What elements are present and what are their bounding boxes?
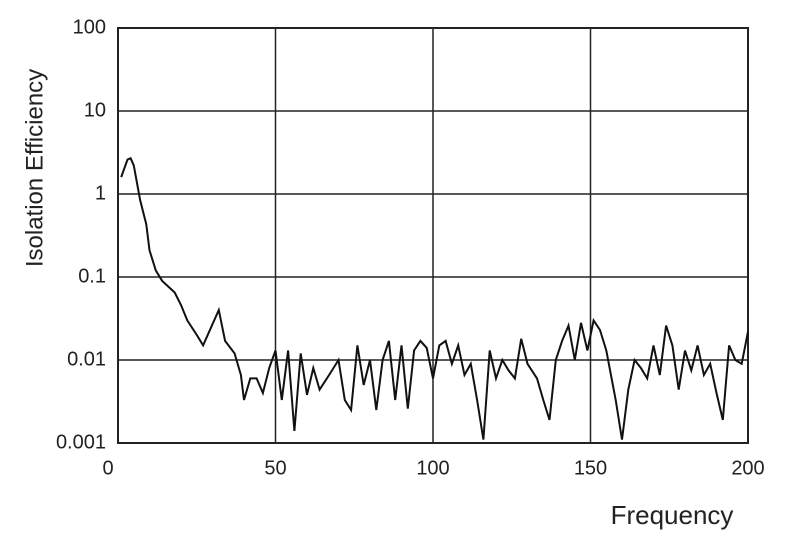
y-tick-label: 0.001 xyxy=(56,431,106,453)
y-tick-label: 0.1 xyxy=(78,265,106,287)
x-tick-label: 0 xyxy=(102,457,113,479)
x-axis-label: Frequency xyxy=(611,500,734,530)
x-tick-label: 50 xyxy=(264,457,286,479)
x-tick-label: 200 xyxy=(731,457,764,479)
x-tick-label: 100 xyxy=(416,457,449,479)
y-tick-label: 0.01 xyxy=(67,348,106,370)
y-tick-label: 10 xyxy=(84,99,106,121)
y-tick-label: 100 xyxy=(73,16,106,38)
y-axis-label: Isolation Efficiency xyxy=(21,69,48,267)
x-tick-label: 150 xyxy=(574,457,607,479)
y-tick-label: 1 xyxy=(95,182,106,204)
data-line xyxy=(120,156,749,440)
